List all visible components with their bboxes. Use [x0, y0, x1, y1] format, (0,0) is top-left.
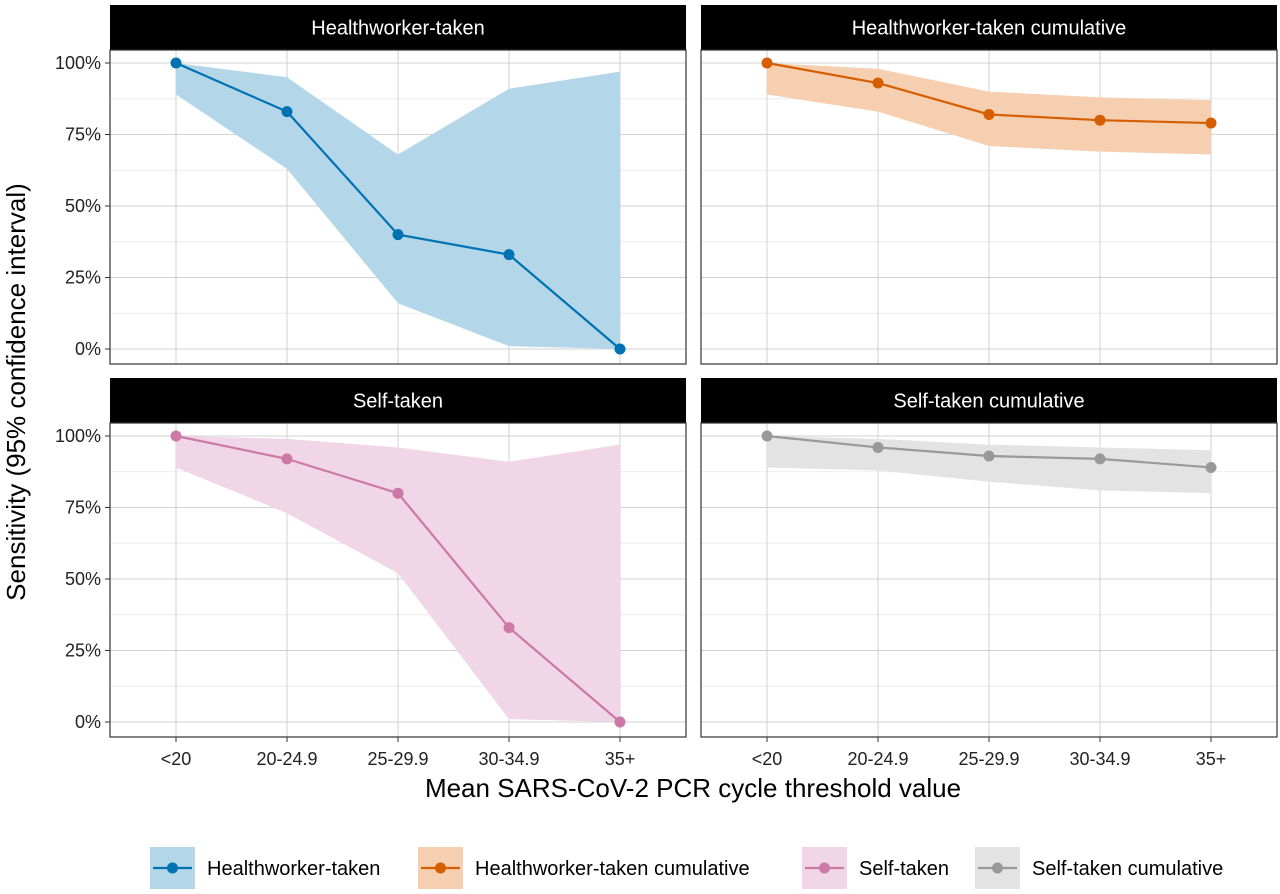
panel-1: Healthworker-taken	[109, 5, 687, 365]
panel-strip	[110, 5, 686, 50]
legend-item: Self-taken	[802, 847, 949, 889]
confidence-band	[176, 436, 620, 722]
data-point	[872, 441, 884, 453]
panel-title: Healthworker-taken	[311, 18, 484, 40]
confidence-band	[176, 63, 620, 349]
x-tick-label: 35+	[605, 749, 636, 769]
legend-label: Self-taken	[859, 858, 949, 880]
legend-item: Healthworker-taken cumulative	[418, 847, 750, 889]
y-tick-label: 75%	[65, 498, 101, 518]
data-point	[170, 57, 182, 69]
x-tick-label: 20-24.9	[847, 749, 908, 769]
data-point	[392, 229, 404, 241]
panel-border	[700, 49, 1278, 365]
x-tick-label: <20	[752, 749, 783, 769]
data-point	[614, 343, 626, 355]
y-tick-label: 0%	[75, 712, 101, 732]
legend-item: Healthworker-taken	[150, 847, 380, 889]
data-point	[1094, 114, 1106, 126]
panel-title: Self-taken cumulative	[893, 391, 1084, 413]
panel-4: Self-taken cumulative	[700, 378, 1278, 738]
y-tick-label: 50%	[65, 569, 101, 589]
x-tick-label: 25-29.9	[958, 749, 1019, 769]
data-point	[503, 249, 515, 261]
x-tick-label: 30-34.9	[1069, 749, 1130, 769]
y-tick-label: 25%	[65, 268, 101, 288]
legend-key-point	[992, 862, 1003, 874]
panel-strip	[701, 5, 1277, 50]
y-axis-ticks: 0% 25% 50% 75% 100% 0% 25% 50% 75% 100%	[55, 53, 110, 732]
panels: Healthworker-taken Healthworker-taken cum…	[109, 5, 1278, 738]
x-axis-ticks: <20 20-24.9 25-29.9 30-34.9 35+ <20 20-24.9 25-…	[161, 737, 1227, 769]
data-point	[761, 430, 773, 442]
y-tick-label: 25%	[65, 641, 101, 661]
y-tick-label: 0%	[75, 339, 101, 359]
y-axis-title: Sensitivity (95% confidence interval)	[1, 183, 31, 601]
legend-key-point	[819, 862, 830, 874]
data-point	[281, 453, 293, 465]
legend-item: Self-taken cumulative	[975, 847, 1223, 889]
x-tick-label: 35+	[1196, 749, 1227, 769]
x-tick-label: 30-34.9	[478, 749, 539, 769]
data-point	[872, 77, 884, 89]
data-point	[983, 108, 995, 120]
data-point	[983, 450, 995, 462]
legend-label: Healthworker-taken	[207, 858, 380, 880]
x-tick-label: 20-24.9	[256, 749, 317, 769]
legend-key-point	[435, 862, 446, 874]
legend: Healthworker-taken Healthworker-taken cum…	[150, 847, 1223, 889]
panel-title: Self-taken	[353, 391, 443, 413]
y-tick-label: 100%	[55, 53, 101, 73]
panel-title: Healthworker-taken cumulative	[852, 18, 1127, 40]
panel-2: Healthworker-taken cumulative	[700, 5, 1278, 365]
data-point	[503, 622, 515, 634]
data-point	[1205, 461, 1217, 473]
x-tick-label: <20	[161, 749, 192, 769]
y-tick-label: 50%	[65, 196, 101, 216]
panel-border	[109, 49, 687, 365]
data-point	[170, 430, 182, 442]
data-point	[281, 106, 293, 118]
panel-3: Self-taken	[109, 378, 687, 738]
y-tick-label: 100%	[55, 426, 101, 446]
data-point	[392, 487, 404, 499]
data-point	[614, 716, 626, 728]
y-tick-label: 75%	[65, 125, 101, 145]
data-point	[1094, 453, 1106, 465]
panel-strip	[110, 378, 686, 423]
x-tick-label: 25-29.9	[367, 749, 428, 769]
data-point	[1205, 117, 1217, 129]
x-axis-title: Mean SARS-CoV-2 PCR cycle threshold valu…	[425, 773, 961, 803]
legend-label: Self-taken cumulative	[1032, 858, 1223, 880]
panel-strip	[701, 378, 1277, 423]
data-point	[761, 57, 773, 69]
legend-label: Healthworker-taken cumulative	[475, 858, 750, 880]
legend-key-point	[167, 862, 178, 874]
